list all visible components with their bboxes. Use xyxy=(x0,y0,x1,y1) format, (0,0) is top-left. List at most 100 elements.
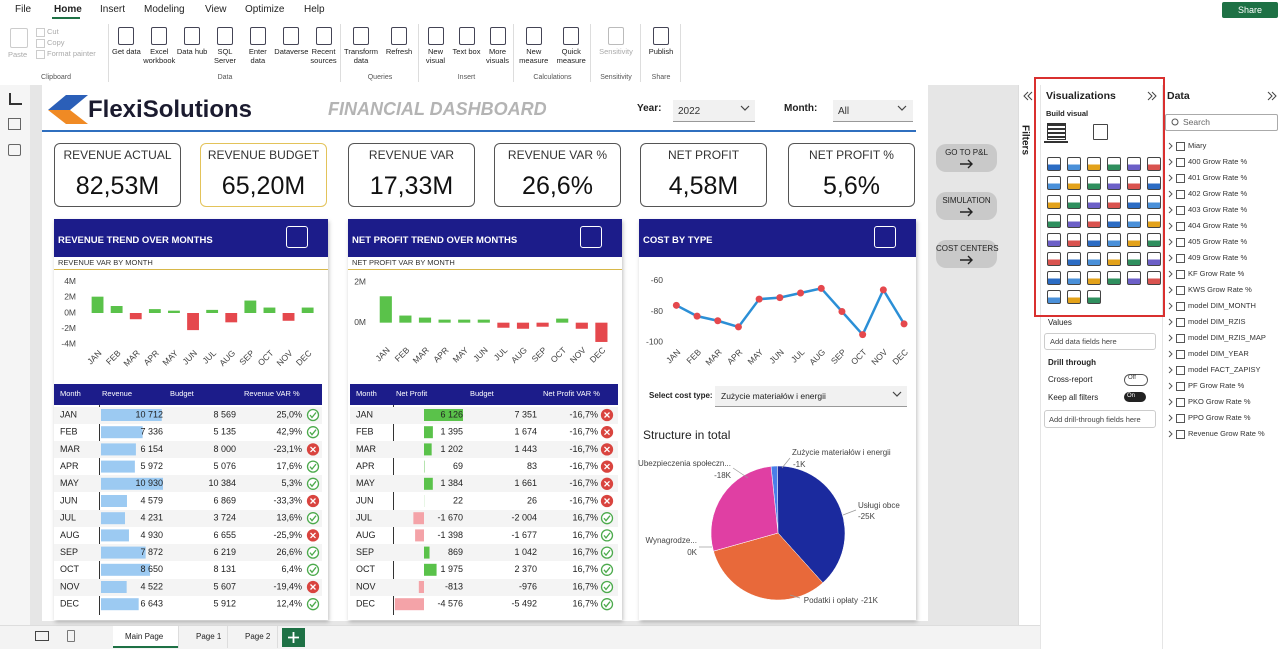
field-name[interactable]: PPO Grow Rate % xyxy=(1188,413,1251,422)
visual-type-icon[interactable] xyxy=(1067,214,1081,228)
visual-type-icon[interactable] xyxy=(1087,176,1101,190)
visual-type-icon[interactable] xyxy=(1147,252,1161,266)
field-name[interactable]: KWS Grow Rate % xyxy=(1188,285,1252,294)
visual-type-icon[interactable] xyxy=(1107,233,1121,247)
visual-type-icon[interactable] xyxy=(1047,252,1061,266)
visual-type-icon[interactable] xyxy=(1047,233,1061,247)
visual-type-icon[interactable] xyxy=(1147,233,1161,247)
cost-dropdown[interactable] xyxy=(715,386,907,407)
drop-box[interactable] xyxy=(1044,333,1156,350)
visual-type-icon[interactable] xyxy=(1107,195,1121,209)
search-box[interactable] xyxy=(1165,114,1278,131)
format-tab[interactable] xyxy=(1093,124,1108,140)
field-name[interactable]: 405 Grow Rate % xyxy=(1188,237,1248,246)
field-name[interactable]: PF Grow Rate % xyxy=(1188,381,1245,390)
ribbon-button[interactable]: New measure xyxy=(519,47,549,65)
visual-type-icon[interactable] xyxy=(1127,176,1141,190)
field-name[interactable]: 401 Grow Rate % xyxy=(1188,173,1248,182)
ribbon-button[interactable]: Copy xyxy=(47,38,65,47)
ribbon-button[interactable]: Text box xyxy=(452,47,481,56)
visual-type-icon[interactable] xyxy=(1087,233,1101,247)
desktop-icon[interactable] xyxy=(35,631,49,641)
page-tab[interactable] xyxy=(231,626,278,648)
visual-type-icon[interactable] xyxy=(1107,271,1121,285)
ribbon-button[interactable]: Publish xyxy=(648,47,674,56)
visual-type-icon[interactable] xyxy=(1087,195,1101,209)
visual-type-icon[interactable] xyxy=(1127,271,1141,285)
page-tab[interactable] xyxy=(113,626,179,648)
visual-type-icon[interactable] xyxy=(1127,214,1141,228)
visual-type-icon[interactable] xyxy=(1067,233,1081,247)
model-view-icon[interactable] xyxy=(8,144,21,156)
visual-type-icon[interactable] xyxy=(1107,214,1121,228)
menu-tab[interactable]: Modeling xyxy=(144,4,185,15)
ribbon-button[interactable]: Quick measure xyxy=(556,47,586,65)
menu-tab[interactable]: Optimize xyxy=(245,4,285,15)
field-name[interactable]: PKO Grow Rate % xyxy=(1188,397,1251,406)
visual-type-icon[interactable] xyxy=(1087,214,1101,228)
visual-type-icon[interactable] xyxy=(1047,195,1061,209)
field-name[interactable]: 402 Grow Rate % xyxy=(1188,189,1248,198)
ribbon-button[interactable]: SQL Server xyxy=(213,47,237,65)
toggle-on[interactable] xyxy=(1124,392,1146,402)
visual-type-icon[interactable] xyxy=(1107,176,1121,190)
drop-box[interactable] xyxy=(1044,410,1156,428)
visual-type-icon[interactable] xyxy=(1127,195,1141,209)
menu-tab[interactable]: View xyxy=(205,4,227,15)
visual-type-icon[interactable] xyxy=(1147,157,1161,171)
ribbon-button[interactable]: More visuals xyxy=(486,47,509,65)
visual-type-icon[interactable] xyxy=(1087,252,1101,266)
month-dropdown[interactable] xyxy=(833,100,913,122)
menu-tab[interactable]: File xyxy=(15,4,32,15)
field-name[interactable]: Revenue Grow Rate % xyxy=(1188,429,1265,438)
visual-type-icon[interactable] xyxy=(1067,195,1081,209)
visual-type-icon[interactable] xyxy=(1047,271,1061,285)
ribbon-button[interactable]: Cut xyxy=(47,27,59,36)
visual-type-icon[interactable] xyxy=(1107,157,1121,171)
visual-type-icon[interactable] xyxy=(1047,214,1061,228)
visual-type-icon[interactable] xyxy=(1127,233,1141,247)
visual-type-icon[interactable] xyxy=(1087,290,1101,304)
ribbon-button[interactable]: Refresh xyxy=(385,47,413,56)
visual-type-icon[interactable] xyxy=(1067,176,1081,190)
visual-type-icon[interactable] xyxy=(1047,290,1061,304)
visual-type-icon[interactable] xyxy=(1147,214,1161,228)
year-dropdown[interactable] xyxy=(673,100,755,122)
ribbon-button[interactable]: New visual xyxy=(425,47,446,65)
field-name[interactable]: Miary xyxy=(1188,141,1207,150)
report-view-icon[interactable] xyxy=(9,93,22,105)
add-page-button[interactable] xyxy=(282,628,305,647)
ribbon-button[interactable]: Data hub xyxy=(176,47,208,56)
visual-type-icon[interactable] xyxy=(1087,271,1101,285)
phone-icon[interactable] xyxy=(67,630,75,642)
ribbon-button[interactable]: Format painter xyxy=(47,49,96,58)
visual-type-icon[interactable] xyxy=(1147,195,1161,209)
ribbon-button[interactable]: Sensitivity xyxy=(599,47,633,56)
field-name[interactable]: model DIM_RZIS xyxy=(1188,317,1246,326)
build-tab[interactable] xyxy=(1047,123,1066,140)
ribbon-button[interactable]: Recent sources xyxy=(310,47,337,65)
field-name[interactable]: 400 Grow Rate % xyxy=(1188,157,1248,166)
visual-type-icon[interactable] xyxy=(1067,290,1081,304)
visual-type-icon[interactable] xyxy=(1067,271,1081,285)
visual-type-icon[interactable] xyxy=(1067,252,1081,266)
ribbon-button[interactable]: Enter data xyxy=(248,47,267,65)
ribbon-button[interactable]: Dataverse xyxy=(274,47,309,56)
ribbon-button[interactable]: Excel workbook xyxy=(143,47,176,65)
menu-tab[interactable]: Help xyxy=(304,4,325,15)
visual-type-icon[interactable] xyxy=(1067,157,1081,171)
visual-type-icon[interactable] xyxy=(1047,157,1061,171)
visual-type-icon[interactable] xyxy=(1127,157,1141,171)
field-name[interactable]: 404 Grow Rate % xyxy=(1188,221,1248,230)
visual-type-icon[interactable] xyxy=(1147,271,1161,285)
visual-type-icon[interactable] xyxy=(1047,176,1061,190)
visual-type-icon[interactable] xyxy=(1087,157,1101,171)
visual-type-icon[interactable] xyxy=(1107,252,1121,266)
menu-tab[interactable]: Insert xyxy=(100,4,126,15)
ribbon-button[interactable]: Get data xyxy=(112,47,141,56)
field-name[interactable]: 409 Grow Rate % xyxy=(1188,253,1248,262)
field-name[interactable]: KF Grow Rate % xyxy=(1188,269,1245,278)
field-name[interactable]: 403 Grow Rate % xyxy=(1188,205,1248,214)
toggle-off[interactable] xyxy=(1124,374,1148,386)
field-name[interactable]: model DIM_RZIS_MAP xyxy=(1188,333,1266,342)
